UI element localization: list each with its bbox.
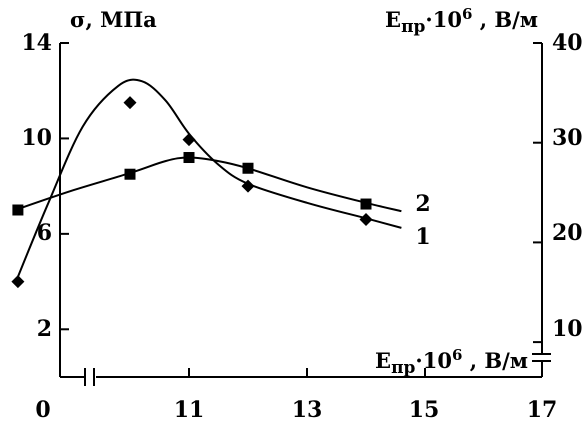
y-axis-left-ticklabels: 14 10 6 2 [21,30,52,342]
series-2-line [14,156,402,213]
y-axis-right-title: Eпр·106 , В/м [385,5,538,37]
series-2-point [183,152,195,164]
series-2-point [242,162,254,174]
x-tick-label: 13 [292,397,323,421]
x-title-mid: ·10 [415,348,452,373]
series-1-point [241,179,255,193]
right-axis-break [532,353,552,362]
series-1-line [14,78,402,285]
series-1-point [123,96,137,110]
x-title-tail: , В/м [462,348,528,373]
series-2-point [124,168,136,180]
x-tick-label: 11 [174,397,205,421]
x-title-sub: пр [391,358,415,378]
x-title-sup: 6 [452,346,462,364]
x-axis-title: Eпр·106 , В/м [375,346,528,378]
y-right-tick-label: 30 [552,125,583,151]
y-left-tick-label: 6 [37,220,52,246]
series-1-point [11,275,25,289]
series-label-1: 1 [415,224,430,250]
y-right-title-mid: ·10 [425,7,462,32]
axis-ticks [60,42,542,377]
series-1-point [182,133,196,147]
y-right-tick-label: 40 [552,30,583,56]
x-tick-label: 17 [527,397,558,421]
x-axis-ticklabels: 0 11 13 15 17 [35,397,557,421]
y-left-tick-label: 2 [37,316,52,342]
series-layer [11,78,402,289]
y-right-tick-label: 20 [552,220,583,246]
plot-frame [59,43,552,386]
y-left-tick-label: 14 [21,30,52,56]
x-axis-break [84,368,96,386]
y-right-tick-label: 10 [552,316,583,342]
series-2-point [360,198,372,210]
y-left-tick-label: 10 [21,125,52,151]
series-2-point [12,204,24,216]
x-title-base: E [375,348,391,373]
series-1-point [359,213,373,227]
y-right-title-sup: 6 [462,5,472,23]
y-right-title-sub: пр [401,17,425,37]
y-axis-left-title: σ, МПа [70,7,157,32]
series-label-2: 2 [415,191,430,217]
x-tick-label: 0 [35,397,50,421]
y-axis-right-ticklabels: 40 30 20 10 [552,30,583,342]
y-right-title-base: E [385,7,401,32]
x-tick-label: 15 [409,397,440,421]
y-right-title-tail: , В/м [472,7,538,32]
